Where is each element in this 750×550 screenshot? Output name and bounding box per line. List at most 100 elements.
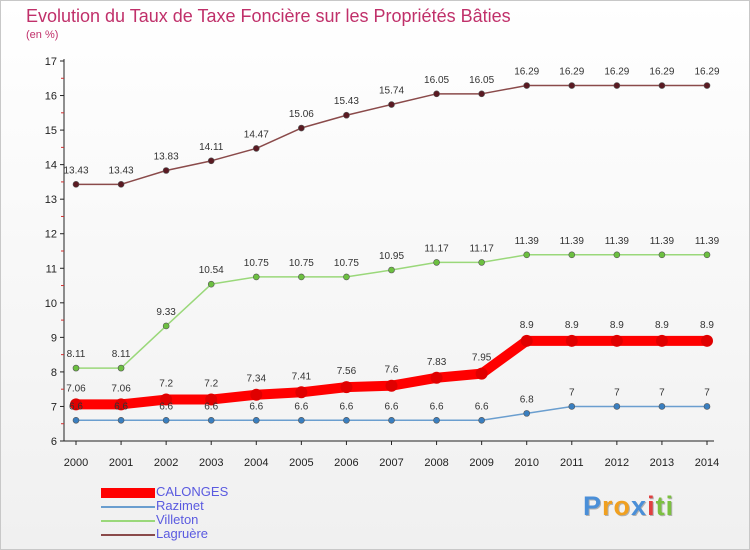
data-label-villeton: 11.39 bbox=[695, 236, 720, 247]
data-label-calonges: 7.06 bbox=[66, 383, 86, 394]
data-point-lagru-re bbox=[343, 111, 350, 119]
data-point-villeton bbox=[388, 266, 395, 274]
data-label-villeton: 11.39 bbox=[515, 236, 540, 247]
data-label-razimet: 6.6 bbox=[204, 401, 218, 412]
logo-letter: P bbox=[583, 491, 603, 521]
data-label-lagru-re: 15.43 bbox=[334, 96, 359, 107]
y-tick-label: 17 bbox=[45, 56, 57, 68]
y-tick-label: 6 bbox=[51, 436, 57, 448]
series-line-lagru-re bbox=[76, 84, 707, 186]
data-label-villeton: 11.39 bbox=[605, 236, 630, 247]
y-tick-label: 9 bbox=[51, 332, 57, 344]
data-label-razimet: 6.8 bbox=[520, 394, 534, 405]
data-label-lagru-re: 16.29 bbox=[559, 67, 584, 78]
data-label-lagru-re: 14.11 bbox=[199, 142, 224, 153]
data-point-villeton bbox=[117, 364, 125, 372]
data-label-lagru-re: 13.43 bbox=[63, 165, 88, 176]
y-tick-label: 14 bbox=[45, 160, 57, 172]
data-point-lagru-re bbox=[117, 181, 125, 188]
data-point-lagru-re bbox=[658, 82, 666, 89]
data-label-villeton: 8.11 bbox=[67, 349, 86, 360]
x-tick-label: 2009 bbox=[469, 457, 493, 469]
data-point-calonges bbox=[295, 386, 308, 399]
data-label-lagru-re: 16.05 bbox=[424, 75, 449, 86]
y-unit-label: (en %) bbox=[26, 29, 59, 41]
data-label-calonges: 7.95 bbox=[472, 353, 492, 364]
data-point-lagru-re bbox=[162, 167, 170, 174]
legend-label-villeton: Villeton bbox=[156, 512, 199, 527]
data-point-calonges bbox=[385, 379, 398, 392]
data-label-razimet: 6.6 bbox=[249, 401, 263, 412]
data-label-razimet: 6.6 bbox=[69, 401, 83, 412]
data-point-calonges bbox=[160, 393, 173, 406]
y-tick-label: 11 bbox=[46, 263, 57, 275]
data-label-villeton: 9.33 bbox=[156, 307, 176, 318]
data-label-lagru-re: 15.74 bbox=[379, 86, 404, 97]
data-point-villeton bbox=[433, 259, 440, 266]
data-point-villeton bbox=[478, 259, 485, 266]
data-point-calonges bbox=[610, 334, 623, 347]
x-tick-label: 2003 bbox=[199, 457, 223, 469]
legend-swatch-villeton bbox=[101, 520, 155, 522]
data-point-calonges bbox=[565, 334, 578, 347]
data-point-razimet bbox=[343, 416, 350, 424]
data-label-razimet: 7 bbox=[659, 387, 665, 398]
data-label-razimet: 7 bbox=[614, 387, 620, 398]
data-point-razimet bbox=[207, 416, 215, 424]
data-point-calonges bbox=[205, 393, 218, 406]
data-point-villeton bbox=[298, 273, 305, 281]
data-label-razimet: 6.6 bbox=[475, 401, 489, 412]
data-label-villeton: 11.39 bbox=[650, 236, 675, 247]
data-label-razimet: 6.6 bbox=[430, 401, 444, 412]
x-tick-label: 2012 bbox=[605, 457, 629, 469]
data-label-lagru-re: 15.06 bbox=[289, 109, 314, 120]
data-point-calonges bbox=[475, 367, 488, 380]
data-label-razimet: 6.6 bbox=[114, 401, 128, 412]
data-point-villeton bbox=[568, 251, 576, 259]
data-point-razimet bbox=[298, 416, 305, 424]
data-label-calonges: 7.34 bbox=[247, 374, 267, 385]
data-point-villeton bbox=[343, 273, 350, 281]
data-point-lagru-re bbox=[433, 90, 440, 98]
data-label-villeton: 8.11 bbox=[112, 349, 131, 360]
x-tick-label: 2005 bbox=[289, 457, 313, 469]
data-point-razimet bbox=[388, 416, 395, 424]
data-label-villeton: 11.17 bbox=[424, 243, 449, 254]
data-label-lagru-re: 13.83 bbox=[154, 152, 179, 163]
logo-letter: r bbox=[602, 491, 614, 521]
data-label-villeton: 10.95 bbox=[379, 251, 404, 262]
data-label-lagru-re: 16.29 bbox=[604, 67, 629, 78]
x-tick-label: 2004 bbox=[244, 457, 268, 469]
data-label-villeton: 11.39 bbox=[560, 236, 585, 247]
data-point-calonges bbox=[701, 334, 713, 347]
legend-swatch-lagru-re bbox=[101, 534, 155, 536]
x-tick-label: 2011 bbox=[560, 457, 584, 469]
data-label-villeton: 10.54 bbox=[199, 265, 224, 276]
data-point-calonges bbox=[655, 334, 668, 347]
data-point-calonges bbox=[430, 371, 443, 384]
data-label-lagru-re: 16.29 bbox=[649, 67, 674, 78]
data-point-lagru-re bbox=[207, 157, 215, 165]
data-point-razimet bbox=[523, 410, 531, 417]
data-point-lagru-re bbox=[252, 145, 260, 152]
data-label-calonges: 8.9 bbox=[655, 320, 669, 331]
data-point-lagru-re bbox=[388, 101, 395, 108]
data-label-lagru-re: 13.43 bbox=[109, 165, 134, 176]
legend-label-razimet: Razimet bbox=[156, 498, 204, 513]
data-label-calonges: 7.83 bbox=[427, 357, 447, 368]
proxiti-logo: Proxiti bbox=[583, 491, 674, 522]
data-label-razimet: 6.6 bbox=[339, 401, 353, 412]
y-tick-label: 7 bbox=[51, 401, 57, 413]
x-tick-label: 2002 bbox=[154, 457, 178, 469]
data-point-villeton bbox=[252, 273, 260, 281]
data-label-razimet: 6.6 bbox=[159, 401, 173, 412]
data-point-lagru-re bbox=[72, 181, 80, 188]
data-point-razimet bbox=[568, 403, 576, 410]
data-point-villeton bbox=[703, 251, 711, 259]
data-label-razimet: 7 bbox=[704, 387, 710, 398]
data-point-razimet bbox=[703, 403, 711, 410]
data-label-razimet: 6.6 bbox=[294, 401, 308, 412]
data-label-calonges: 8.9 bbox=[520, 320, 534, 331]
data-label-villeton: 10.75 bbox=[334, 258, 359, 269]
